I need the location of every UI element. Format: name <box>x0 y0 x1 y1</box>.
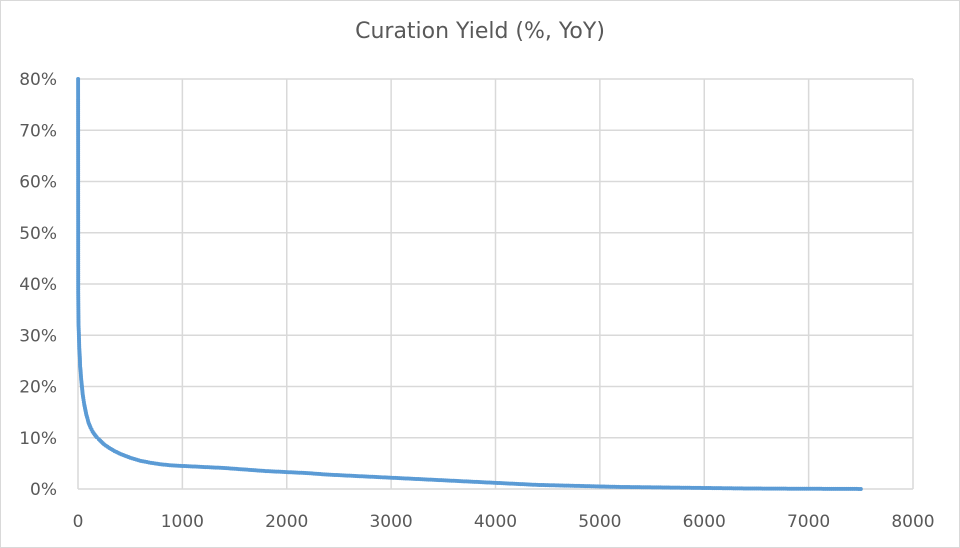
y-tick-label: 40% <box>19 275 57 295</box>
x-tick-label: 2000 <box>265 512 308 532</box>
x-tick-label: 4000 <box>474 512 517 532</box>
x-tick-label: 7000 <box>787 512 830 532</box>
y-tick-label: 10% <box>19 429 57 449</box>
y-tick-label: 60% <box>19 173 57 193</box>
x-tick-label: 8000 <box>891 512 934 532</box>
y-axis-tick-labels: 0% 10% 20% 30% 40% 50% 60% 70% 80% <box>19 70 57 500</box>
x-tick-label: 5000 <box>578 512 621 532</box>
y-tick-label: 30% <box>19 326 57 346</box>
y-tick-label: 70% <box>19 121 57 141</box>
x-axis-tick-labels: 0 1000 2000 3000 4000 5000 6000 7000 8000 <box>73 512 935 532</box>
y-tick-label: 20% <box>19 378 57 398</box>
x-tick-label: 0 <box>73 512 84 532</box>
data-points <box>76 77 863 491</box>
data-point <box>858 486 863 491</box>
y-tick-label: 50% <box>19 224 57 244</box>
chart-title: Curation Yield (%, YoY) <box>355 19 605 44</box>
y-tick-label: 0% <box>30 480 57 500</box>
y-tick-label: 80% <box>19 70 57 90</box>
x-tick-label: 1000 <box>161 512 204 532</box>
x-tick-label: 3000 <box>369 512 412 532</box>
x-tick-label: 6000 <box>683 512 726 532</box>
